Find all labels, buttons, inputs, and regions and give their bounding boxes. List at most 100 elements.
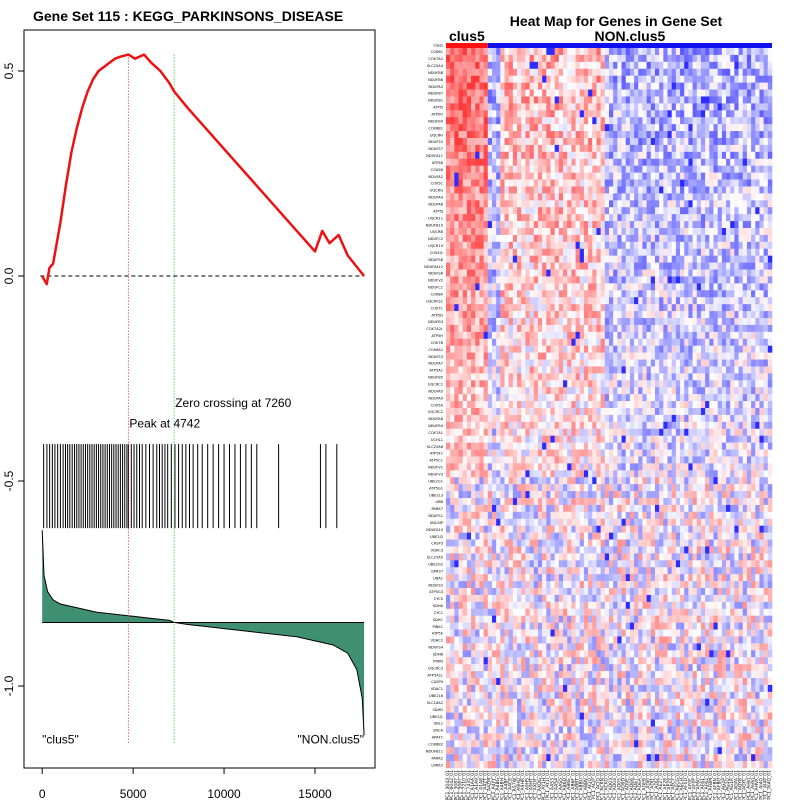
heatmap-cell	[500, 110, 505, 118]
heatmap-cell	[638, 248, 643, 256]
heatmap-cell	[759, 304, 764, 312]
heatmap-cell	[517, 352, 522, 360]
heatmap-cell	[563, 248, 568, 256]
heatmap-cell	[588, 124, 593, 132]
heatmap-cell	[525, 421, 530, 430]
heatmap-cell	[450, 463, 455, 471]
heatmap-cell	[688, 241, 693, 250]
heatmap-cell	[763, 228, 769, 236]
heatmap-cell	[700, 68, 706, 76]
heatmap-cell	[617, 138, 622, 146]
heatmap-cell	[550, 200, 555, 208]
heatmap-cell	[454, 290, 459, 298]
heatmap-cell	[738, 401, 744, 409]
heatmap-cell	[512, 352, 518, 360]
heatmap-cell	[579, 96, 585, 104]
heatmap-cell	[592, 449, 597, 457]
heatmap-cell	[450, 366, 455, 374]
heatmap-cell	[617, 394, 622, 402]
heatmap-cell	[563, 172, 568, 180]
heatmap-cell	[583, 228, 589, 236]
heatmap-cell	[646, 214, 652, 222]
heatmap-cell	[504, 96, 509, 104]
heatmap-cell	[654, 304, 660, 312]
heatmap-cell	[529, 338, 535, 346]
heatmap-cell	[558, 234, 564, 243]
heatmap-cell	[646, 324, 652, 333]
heatmap-cell	[563, 110, 568, 118]
heatmap-cell	[696, 387, 702, 395]
heatmap-cell	[567, 151, 572, 160]
heatmap-cell	[646, 158, 652, 166]
heatmap-cell	[483, 470, 489, 478]
heatmap-cell	[475, 470, 480, 478]
heatmap-cell	[504, 131, 509, 139]
heatmap-cell	[763, 463, 769, 471]
heatmap-cell	[705, 193, 710, 201]
heatmap-cell	[738, 421, 744, 430]
heatmap-cell	[696, 234, 702, 243]
heatmap-cell	[550, 248, 555, 256]
heatmap-cell	[583, 324, 589, 333]
heatmap-cell	[700, 414, 706, 423]
heatmap-cell	[475, 408, 480, 416]
heatmap-cell	[542, 456, 547, 464]
heatmap-cell	[717, 103, 723, 111]
heatmap-cell	[730, 193, 735, 201]
heatmap-cell	[667, 304, 672, 312]
heatmap-cell	[721, 331, 727, 340]
heatmap-cell	[763, 394, 769, 402]
heatmap-cell	[663, 89, 668, 97]
heatmap-cell	[688, 331, 693, 340]
heatmap-cell	[571, 207, 576, 215]
heatmap-cell	[721, 297, 727, 305]
heatmap-cell	[588, 61, 593, 70]
heatmap-cell	[738, 331, 744, 340]
heatmap-cell	[667, 463, 672, 471]
heatmap-cell	[529, 394, 535, 402]
heatmap-cell	[759, 311, 764, 319]
heatmap-cell	[554, 414, 560, 423]
heatmap-cell	[709, 290, 714, 298]
heatmap-cell	[638, 214, 643, 222]
heatmap-cell	[659, 193, 664, 201]
heatmap-cell	[734, 172, 739, 180]
heatmap-cell	[759, 414, 764, 423]
heatmap-cell	[446, 269, 451, 277]
heatmap-cell	[517, 262, 522, 270]
heatmap-cell	[709, 304, 714, 312]
heatmap-cell	[659, 68, 664, 76]
heatmap-cell	[546, 269, 551, 277]
heatmap-cell	[483, 75, 489, 83]
heatmap-cell	[621, 477, 627, 485]
heatmap-cell	[650, 290, 656, 298]
heatmap-cell	[454, 234, 459, 243]
heatmap-cell	[726, 117, 731, 125]
heatmap-cell	[462, 131, 468, 139]
heatmap-cell	[471, 234, 476, 243]
heatmap-cell	[692, 75, 698, 83]
heatmap-cell	[466, 241, 472, 250]
heatmap-cell	[709, 61, 714, 70]
heatmap-cell	[755, 54, 760, 63]
heatmap-cell	[483, 456, 489, 464]
x-axis: 0 5000 10000 15000	[39, 767, 332, 800]
heatmap-cell	[663, 172, 668, 180]
heatmap-cell	[588, 269, 593, 277]
heatmap-cell	[563, 234, 568, 243]
heatmap-cell	[617, 408, 622, 416]
heatmap-cell	[638, 352, 643, 360]
heatmap-cell	[500, 144, 505, 153]
heatmap-cell	[579, 158, 585, 166]
heatmap-cell	[642, 221, 647, 229]
heatmap-cell	[617, 75, 622, 83]
heatmap-cell	[537, 297, 543, 305]
heatmap-cell	[688, 373, 693, 381]
heatmap-cell	[567, 110, 572, 118]
heatmap-cell	[667, 359, 672, 367]
heatmap-cell	[596, 387, 601, 395]
heatmap-cell	[592, 290, 597, 298]
heatmap-cell	[575, 401, 581, 409]
heatmap-cell	[529, 262, 535, 270]
heatmap-cell	[579, 477, 585, 485]
